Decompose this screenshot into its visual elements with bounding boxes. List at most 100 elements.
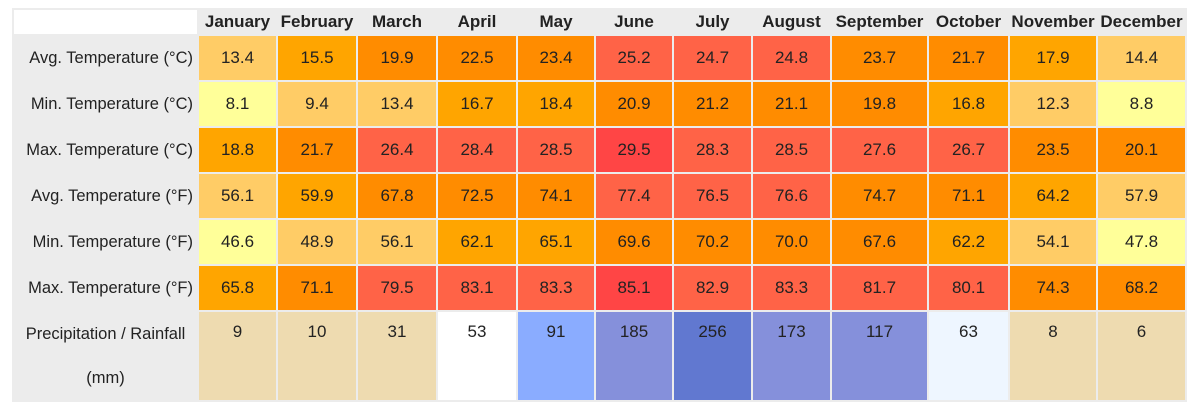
temperature-cell: 54.1 [1010,220,1096,264]
temperature-cell: 29.5 [596,128,672,172]
rainfall-cell: 91 [518,312,594,400]
rainfall-cell: 10 [278,312,356,400]
temperature-cell: 68.2 [1098,266,1185,310]
month-header: June [596,10,672,34]
temperature-cell: 85.1 [596,266,672,310]
temperature-cell: 79.5 [358,266,436,310]
temperature-row: Avg. Temperature (°F) 56.1 59.9 67.8 72.5 74.… [14,174,1185,218]
temperature-cell: 74.3 [1010,266,1096,310]
climate-table-container: January February March April May June Ju… [12,8,1187,402]
temperature-cell: 13.4 [358,82,436,126]
temperature-cell: 71.1 [278,266,356,310]
temperature-cell: 69.6 [596,220,672,264]
rainfall-cell: 8 [1010,312,1096,400]
temperature-cell: 19.8 [832,82,927,126]
month-header: April [438,10,516,34]
temperature-cell: 46.6 [199,220,276,264]
temperature-cell: 24.8 [753,36,830,80]
temperature-cell: 28.4 [438,128,516,172]
temperature-cell: 21.7 [929,36,1008,80]
rainfall-cell: 53 [438,312,516,400]
temperature-cell: 17.9 [1010,36,1096,80]
rainfall-cell: 256 [674,312,751,400]
temperature-cell: 21.2 [674,82,751,126]
temperature-cell: 20.1 [1098,128,1185,172]
temperature-cell: 23.4 [518,36,594,80]
temperature-cell: 28.5 [753,128,830,172]
month-header: January [199,10,276,34]
temperature-row: Min. Temperature (°F) 46.6 48.9 56.1 62.1 65.… [14,220,1185,264]
temperature-cell: 56.1 [358,220,436,264]
temperature-cell: 47.8 [1098,220,1185,264]
temperature-cell: 74.1 [518,174,594,218]
temperature-cell: 76.5 [674,174,751,218]
temperature-cell: 23.5 [1010,128,1096,172]
temperature-cell: 62.1 [438,220,516,264]
rainfall-cell: 9 [199,312,276,400]
temperature-cell: 74.7 [832,174,927,218]
row-label: Max. Temperature (°F) [14,266,197,310]
temperature-cell: 70.2 [674,220,751,264]
temperature-cell: 8.1 [199,82,276,126]
header-row: January February March April May June Ju… [14,10,1185,34]
row-label: Avg. Temperature (°C) [14,36,197,80]
row-label: Min. Temperature (°F) [14,220,197,264]
temperature-cell: 62.2 [929,220,1008,264]
rainfall-cell: 31 [358,312,436,400]
month-header: August [753,10,830,34]
temperature-row: Min. Temperature (°C) 8.1 9.4 13.4 16.7 18.4 2… [14,82,1185,126]
temperature-cell: 27.6 [832,128,927,172]
corner-cell [14,10,197,34]
temperature-cell: 28.3 [674,128,751,172]
row-label: Precipitation / Rainfall (mm) [14,312,197,400]
rainfall-cell: 117 [832,312,927,400]
temperature-cell: 28.5 [518,128,594,172]
temperature-cell: 70.0 [753,220,830,264]
temperature-cell: 80.1 [929,266,1008,310]
month-header: July [674,10,751,34]
month-header: October [929,10,1008,34]
row-label: Max. Temperature (°C) [14,128,197,172]
temperature-cell: 8.8 [1098,82,1185,126]
temperature-cell: 15.5 [278,36,356,80]
temperature-row: Avg. Temperature (°C) 13.4 15.5 19.9 22.5 23.… [14,36,1185,80]
temperature-cell: 14.4 [1098,36,1185,80]
temperature-cell: 83.3 [518,266,594,310]
temperature-cell: 26.4 [358,128,436,172]
temperature-cell: 25.2 [596,36,672,80]
temperature-cell: 21.1 [753,82,830,126]
temperature-cell: 24.7 [674,36,751,80]
month-header: December [1098,10,1185,34]
row-label: Min. Temperature (°C) [14,82,197,126]
temperature-cell: 16.7 [438,82,516,126]
temperature-cell: 83.1 [438,266,516,310]
temperature-cell: 76.6 [753,174,830,218]
month-header: November [1010,10,1096,34]
temperature-cell: 67.6 [832,220,927,264]
temperature-cell: 56.1 [199,174,276,218]
temperature-cell: 13.4 [199,36,276,80]
temperature-cell: 59.9 [278,174,356,218]
temperature-cell: 83.3 [753,266,830,310]
month-header: March [358,10,436,34]
temperature-cell: 19.9 [358,36,436,80]
temperature-row: Max. Temperature (°F) 65.8 71.1 79.5 83.1 83.… [14,266,1185,310]
temperature-cell: 22.5 [438,36,516,80]
temperature-cell: 65.8 [199,266,276,310]
temperature-cell: 71.1 [929,174,1008,218]
temperature-cell: 82.9 [674,266,751,310]
temperature-cell: 48.9 [278,220,356,264]
row-label: Avg. Temperature (°F) [14,174,197,218]
temperature-cell: 12.3 [1010,82,1096,126]
temperature-cell: 64.2 [1010,174,1096,218]
temperature-cell: 77.4 [596,174,672,218]
temperature-cell: 72.5 [438,174,516,218]
precipitation-row: Precipitation / Rainfall (mm) 9 10 31 53 91 18… [14,312,1185,400]
month-header: September [832,10,927,34]
temperature-cell: 81.7 [832,266,927,310]
temperature-row: Max. Temperature (°C) 18.8 21.7 26.4 28.4 28.… [14,128,1185,172]
rainfall-cell: 173 [753,312,830,400]
temperature-cell: 9.4 [278,82,356,126]
temperature-cell: 57.9 [1098,174,1185,218]
temperature-cell: 26.7 [929,128,1008,172]
